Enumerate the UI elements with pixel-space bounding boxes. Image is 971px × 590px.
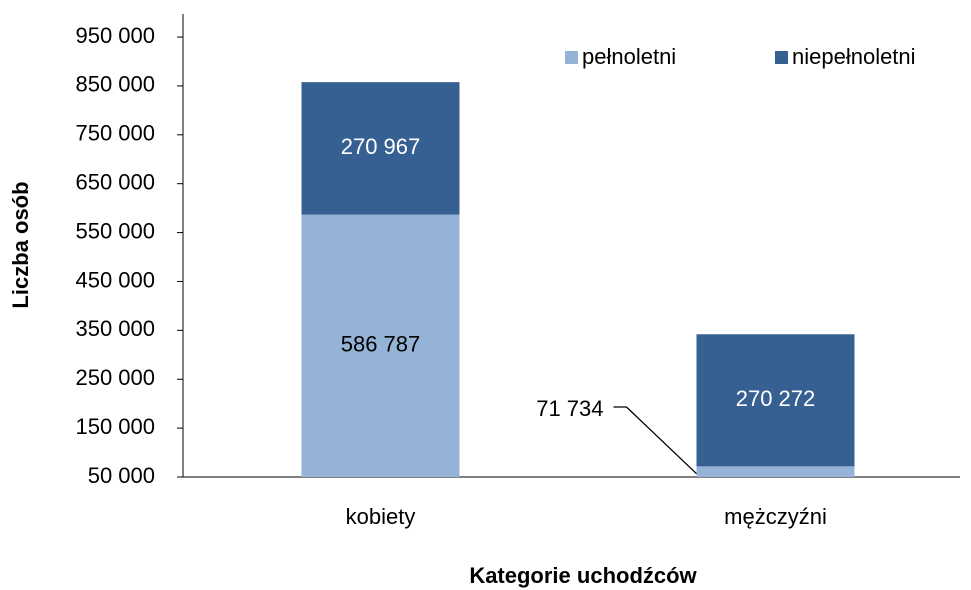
legend-swatch xyxy=(775,51,788,64)
y-tick-label: 150 000 xyxy=(75,414,155,439)
legend-label: pełnoletni xyxy=(582,44,676,69)
data-label: 270 967 xyxy=(341,134,421,159)
x-tick-label: mężczyźni xyxy=(724,504,827,529)
x-tick-label: kobiety xyxy=(346,504,416,529)
y-axis-title: Liczba osób xyxy=(8,181,33,308)
legend-swatch xyxy=(565,51,578,64)
y-tick-label: 850 000 xyxy=(75,72,155,97)
bar-segment xyxy=(301,214,460,477)
y-tick-label: 50 000 xyxy=(88,463,155,488)
x-axis-title: Kategorie uchodźców xyxy=(469,563,697,588)
data-label: 71 734 xyxy=(536,396,603,421)
y-tick-label: 650 000 xyxy=(75,170,155,195)
bar-segment xyxy=(696,334,855,467)
y-tick-label: 450 000 xyxy=(75,267,155,292)
bar-segment xyxy=(301,82,460,215)
legend-label: niepełnoletni xyxy=(792,44,916,69)
leader-line xyxy=(613,406,697,475)
y-tick-label: 750 000 xyxy=(75,121,155,146)
y-tick-label: 350 000 xyxy=(75,316,155,341)
bar-segment xyxy=(696,466,855,477)
y-tick-label: 950 000 xyxy=(75,23,155,48)
data-label: 586 787 xyxy=(341,332,421,357)
y-tick-label: 550 000 xyxy=(75,218,155,243)
data-label: 270 272 xyxy=(736,386,816,411)
y-tick-label: 250 000 xyxy=(75,365,155,390)
